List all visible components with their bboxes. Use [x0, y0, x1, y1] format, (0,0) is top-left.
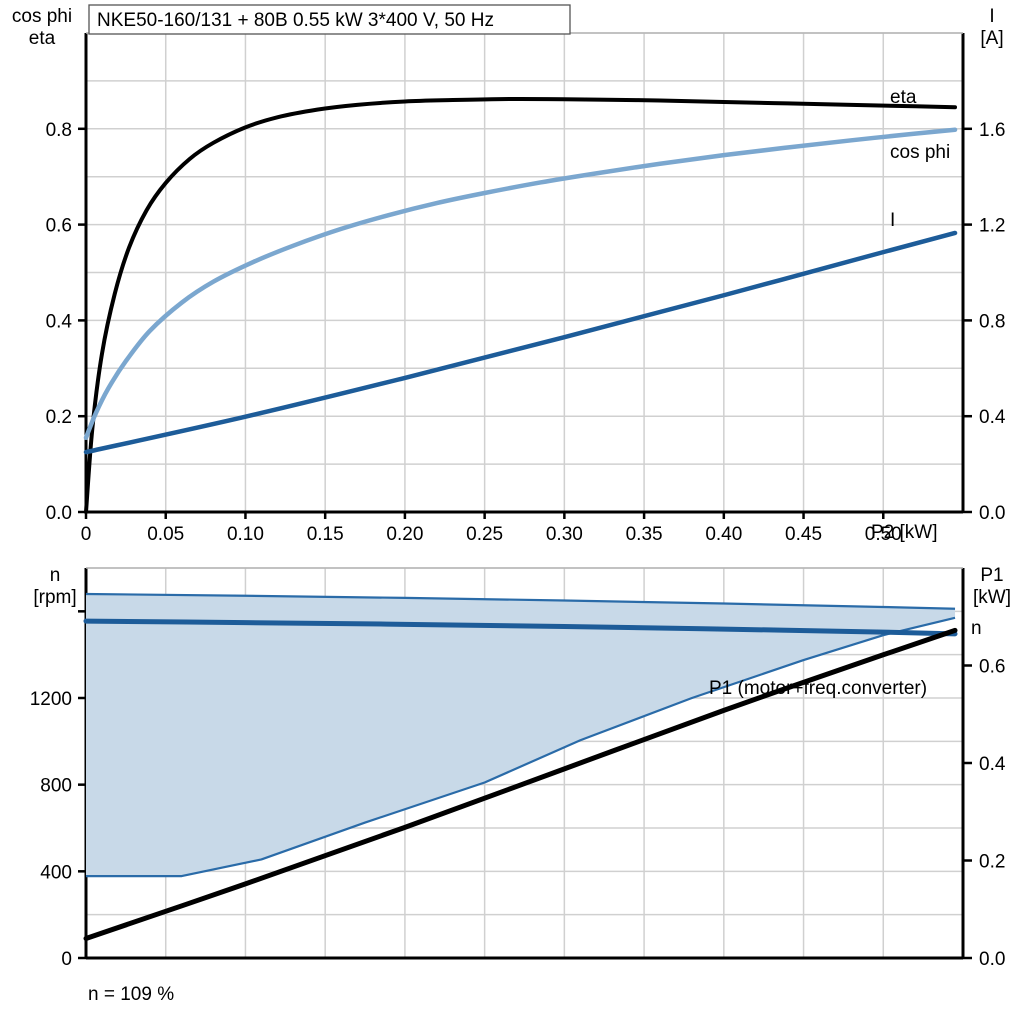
lower-chart-tick-labels: 0 400 800 1200 0.0 0.2 0.4 0.6 [30, 657, 1006, 971]
current-curve-label: I [890, 210, 895, 231]
speed-curve-label: n [971, 618, 982, 639]
y-tick-label-left: 1200 [30, 689, 72, 710]
y-tick-label-right: 0.2 [979, 852, 1005, 873]
lower-chart-ticks [78, 610, 972, 960]
x-tick-label: 0.10 [227, 524, 264, 545]
y-tick-label-left: 0.6 [46, 216, 72, 237]
x-tick-label: 0.35 [626, 524, 663, 545]
y-tick-label-right: 1.6 [979, 120, 1005, 141]
p1-curve-label: P1 (motor+freq.converter) [709, 678, 927, 699]
upper-x-axis-title: P2 [kW] [871, 522, 938, 543]
y-tick-label-left: 0.2 [46, 407, 72, 428]
upper-right-axis-title-line2: [A] [980, 28, 1003, 49]
chart-caption: n = 109 % [88, 984, 174, 1005]
cos-phi-curve [83, 127, 958, 440]
upper-left-axis-title-line1: cos phi [12, 6, 72, 27]
upper-chart-tick-labels: 0 0.05 0.10 0.15 0.20 0.25 0.30 0.35 0.40 0.45 0.5… [46, 120, 1006, 545]
x-tick-label: 0.50 [865, 524, 902, 545]
y-tick-label-right: 0.0 [979, 949, 1005, 970]
y-tick-label-right: 0.0 [979, 503, 1005, 524]
y-tick-label-right: 1.2 [979, 216, 1005, 237]
speed-band-lower-edge [86, 616, 956, 878]
current-curve [83, 230, 958, 455]
eta-curve-label: eta [890, 87, 917, 108]
y-tick-label-right: 0.4 [979, 407, 1006, 428]
x-tick-label: 0.45 [785, 524, 822, 545]
x-tick-label: 0.20 [386, 524, 423, 545]
x-tick-label: 0.40 [705, 524, 742, 545]
y-tick-label-left: 800 [40, 776, 72, 797]
y-tick-label-left: 0.8 [46, 120, 72, 141]
p1-power-curve [83, 627, 958, 941]
chart-title-box [88, 4, 571, 35]
lower-left-axis-title-line2: [rpm] [33, 587, 76, 608]
lower-right-axis-title-line2: [kW] [973, 587, 1011, 608]
y-tick-label-left: 400 [40, 862, 72, 883]
y-tick-label-right: 0.8 [979, 311, 1005, 332]
y-tick-label-left: 0.4 [46, 311, 73, 332]
speed-band-upper-edge [85, 592, 956, 610]
y-tick-label-left: 0 [61, 949, 72, 970]
x-tick-label: 0 [81, 524, 92, 545]
y-tick-label-right: 0.4 [979, 754, 1006, 775]
x-tick-label: 0.05 [147, 524, 184, 545]
eta-curve [84, 97, 958, 514]
speed-curve [83, 618, 958, 637]
speed-range-band [86, 594, 956, 877]
upper-left-axis-title-line2: eta [29, 28, 56, 49]
lower-left-axis-title-line1: n [50, 565, 61, 586]
y-tick-label-left: 0.0 [46, 503, 72, 524]
x-tick-label: 0.25 [466, 524, 503, 545]
y-tick-label-right: 0.6 [979, 657, 1005, 678]
upper-chart: 0 0.05 0.10 0.15 0.20 0.25 0.30 0.35 0.40 0.45 0.5… [12, 4, 1006, 545]
lower-chart: 0 400 800 1200 0.0 0.2 0.4 0.6 n P1 (motor+freq… [30, 565, 1011, 1005]
x-tick-label: 0.15 [307, 524, 344, 545]
lower-right-axis-title-line1: P1 [980, 565, 1003, 586]
upper-right-axis-title-line1: I [989, 6, 994, 27]
chart-title-text: NKE50-160/131 + 80B 0.55 kW 3*400 V, 50 … [97, 10, 494, 31]
cos-phi-curve-label: cos phi [890, 142, 950, 163]
x-tick-label: 0.30 [546, 524, 583, 545]
